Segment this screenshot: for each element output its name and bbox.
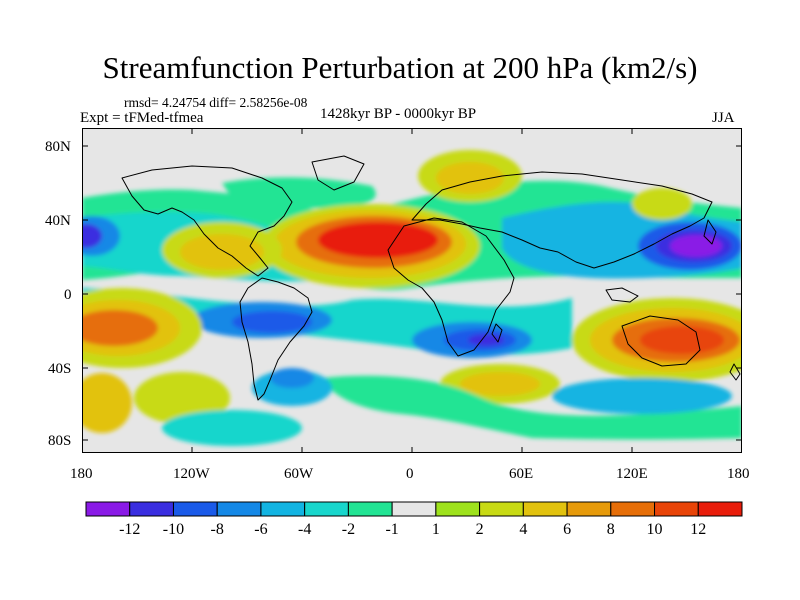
colorbar-label: -2 [342,521,355,538]
period-label: 1428kyr BP - 0000kyr BP [320,106,477,122]
coastline-south-america [239,277,313,401]
contour-australia-red [640,326,724,354]
colorbar-label: 8 [607,521,615,538]
coastline-new-zealand [729,363,741,381]
colorbar-label: 6 [563,521,571,538]
lat-label-40n: 40N [45,213,71,229]
colorbar-swatch [391,501,437,517]
contour-indian-ocean-gold [460,372,540,396]
colorbar-swatch [216,501,262,517]
colorbar: -12 -10 -8 -6 -4 -2 -1 1 2 4 6 8 10 12 [85,501,743,538]
colorbar-swatch [479,501,524,517]
colorbar-swatch [697,501,743,517]
lat-label-40s: 40S [48,361,72,377]
contour-east-pacific-gold [180,234,264,270]
contour-north-atlantic-teal [222,177,376,209]
contour-south-pacific-orange [82,310,158,346]
coastline-madagascar [491,323,503,343]
colorbar-label: 12 [690,521,706,538]
contour-south-atlantic-blue [270,368,314,388]
contour-siberia-yellow [632,188,692,220]
contour-africa-red [318,222,438,258]
colorbar-swatch [654,501,699,517]
colorbar-swatch [85,501,131,517]
coastline-north-america [121,165,293,277]
coastline-eurasia [411,171,713,269]
colorbar-swatch [347,501,393,517]
lon-label-0: 0 [406,466,414,482]
colorbar-swatch [129,501,174,517]
colorbar-label: -10 [163,521,184,538]
lon-label-60w: 60W [284,466,314,482]
contour-tropical-darkblue-west [232,311,312,333]
season-label: JJA [712,110,735,126]
lon-label-180w: 180 [70,466,93,482]
colorbar-label: 1 [432,521,440,538]
contour-south-pacific-lower-yellow [134,372,230,424]
colorbar-label: -12 [119,521,140,538]
coastline-africa [387,217,515,357]
colorbar-swatch [304,501,349,517]
lat-label-80n: 80N [45,139,71,155]
experiment-label: Expt = tFMed-tfmea [80,110,204,126]
contour-drake-passage-cyan [162,410,302,446]
lon-label-120w: 120W [173,466,210,482]
streamfunction-map [82,128,742,453]
colorbar-label: -4 [298,521,311,538]
map-frame [82,128,742,453]
contour-southwest-gold [82,373,132,433]
coastlines [121,155,741,401]
coastline-japan [703,219,717,245]
contour-dateline-indigo [82,224,102,248]
colorbar-swatch [566,501,612,517]
colorbar-swatch [172,501,218,517]
colorbar-swatch [522,501,568,517]
contour-scandinavia-gold [436,162,504,194]
lon-label-120e: 120E [616,466,648,482]
colorbar-swatch [610,501,656,517]
lon-label-60e: 60E [509,466,534,482]
colorbar-label: -1 [385,521,398,538]
stats-text: rmsd= 4.24754 diff= 2.58256e-08 [124,95,308,110]
colorbar-swatch [260,501,306,517]
lat-label-equator: 0 [64,287,72,303]
coastline-indonesia [605,287,639,303]
colorbar-label: 4 [519,521,527,538]
contour-south-africa-indigo [468,334,504,346]
colorbar-label: 2 [476,521,484,538]
colorbar-label: -6 [254,521,267,538]
colorbar-swatch [435,501,481,517]
lat-label-80s: 80S [48,433,72,449]
colorbar-label: 10 [647,521,663,538]
map-title: Streamfunction Perturbation at 200 hPa (… [102,50,698,85]
contour-southern-ocean-cyan [552,378,732,414]
coastline-australia [621,315,701,367]
coastline-greenland [311,155,365,191]
lon-label-180e: 180 [727,466,750,482]
colorbar-label: -8 [211,521,224,538]
contour-southern-ocean-teal [322,375,742,440]
